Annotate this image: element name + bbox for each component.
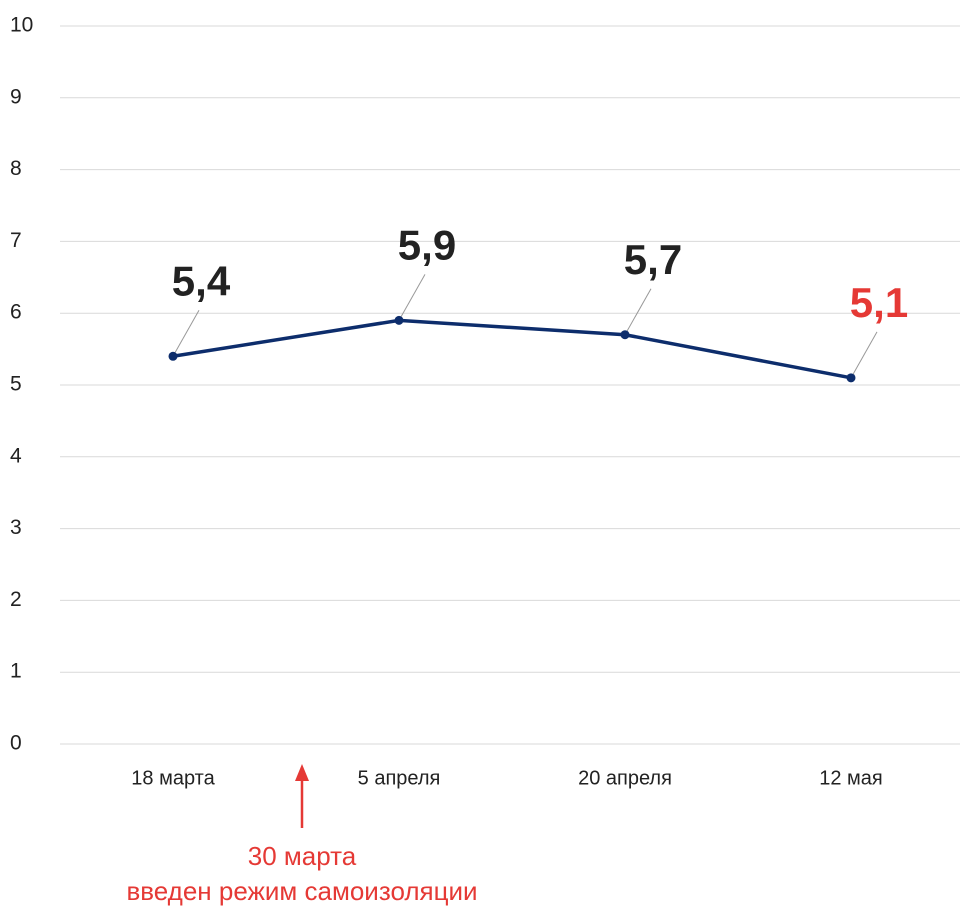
y-tick-label: 4 [10, 444, 22, 467]
leader-line [624, 288, 652, 335]
y-tick-label: 6 [10, 301, 22, 324]
point [394, 315, 404, 325]
leader-line [850, 331, 878, 379]
y-tick-label: 9 [10, 85, 22, 108]
point [168, 351, 178, 361]
y-tick-label: 5 [10, 373, 22, 396]
y-tick-label: 1 [10, 660, 22, 683]
point [620, 330, 630, 340]
x-tick-label: 20 апреля [578, 767, 672, 789]
annotation-text: 30 марта [248, 841, 357, 871]
x-tick-label: 18 марта [131, 767, 215, 789]
data-label: 5,9 [398, 221, 456, 268]
y-tick-label: 7 [10, 229, 22, 252]
point [846, 373, 856, 383]
x-tick-label: 5 апреля [358, 767, 441, 789]
line [172, 318, 852, 380]
leader-line [398, 274, 426, 321]
data-label: 5,4 [172, 257, 231, 304]
y-tick-label: 10 [10, 14, 33, 37]
annotation-text: введен режим самоизоляции [126, 876, 477, 906]
y-tick-label: 0 [10, 732, 22, 755]
y-tick-label: 2 [10, 588, 22, 611]
data-label: 5,7 [624, 236, 682, 283]
y-tick-label: 3 [10, 516, 22, 539]
y-tick-label: 8 [10, 157, 22, 180]
x-tick-label: 12 мая [819, 767, 883, 789]
leader-line [172, 310, 200, 357]
annotation-arrowhead [295, 764, 309, 781]
data-label: 5,1 [850, 279, 908, 326]
